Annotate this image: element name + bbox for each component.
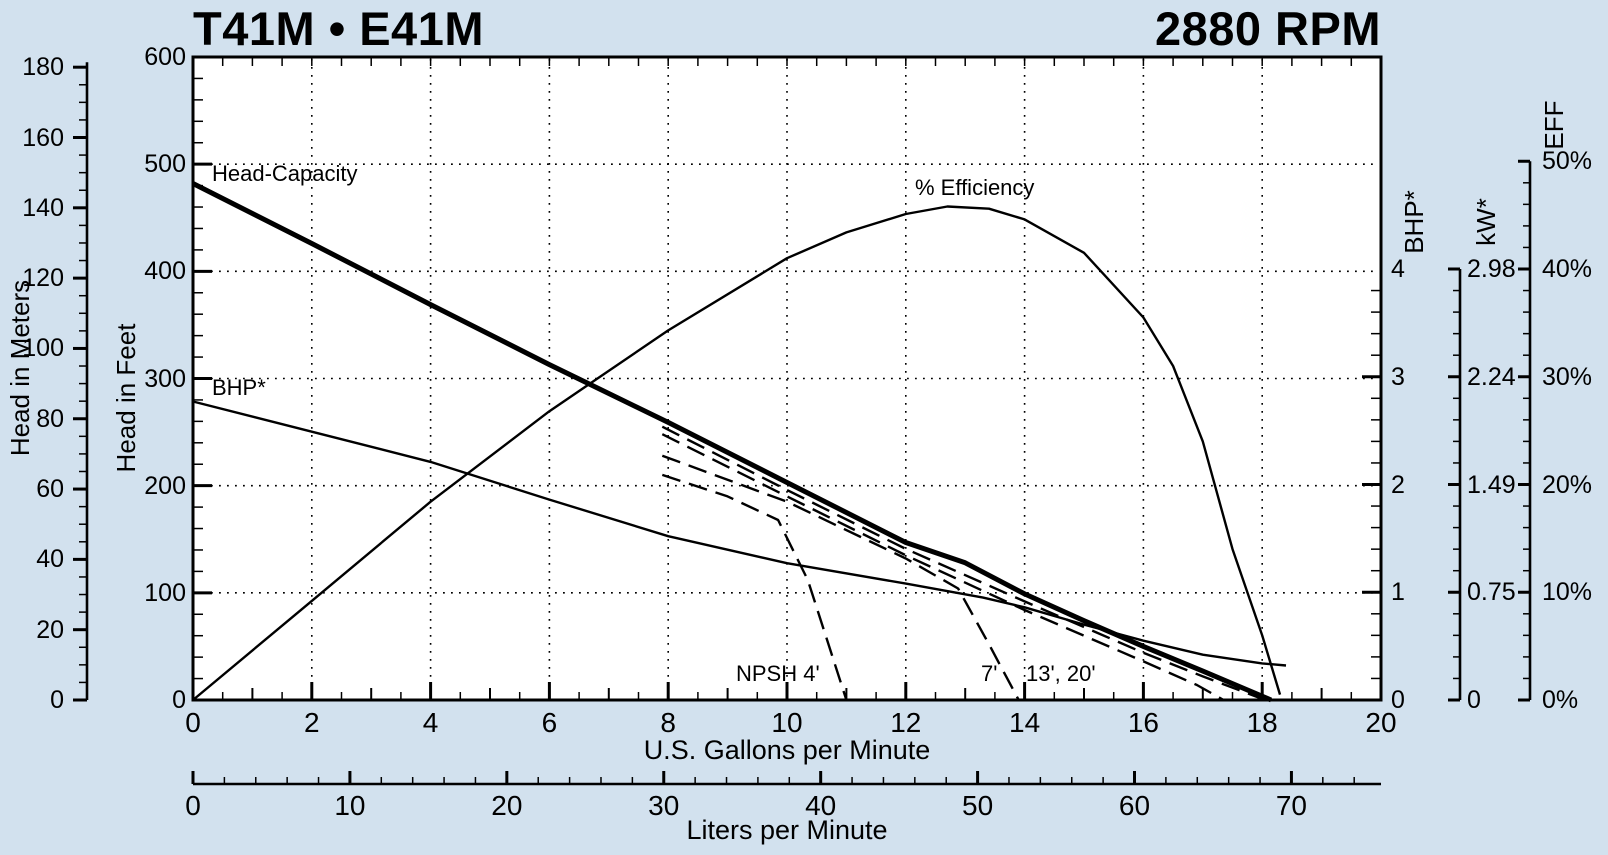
feet-tick-label: 0 [172, 686, 186, 714]
lpm-tick-label: 10 [334, 790, 366, 821]
axis-title-lpm: Liters per Minute [686, 815, 888, 845]
bhp-tick-label: 2 [1391, 470, 1405, 499]
kw-tick-label: 1.49 [1467, 470, 1516, 499]
gpm-tick-label: 18 [1246, 707, 1278, 738]
meters-tick-label: 20 [36, 615, 64, 644]
meters-tick-label: 180 [22, 53, 64, 82]
curve-label-efficiency: % Efficiency [915, 175, 1035, 200]
feet-tick-label: 300 [144, 364, 186, 393]
series-head-capacity [191, 181, 1273, 703]
feet-tick-label: 400 [144, 257, 186, 286]
bhp-tick-label: 0 [1391, 686, 1405, 714]
gpm-tick-label: 0 [185, 707, 201, 738]
gpm-tick-label: 20 [1365, 707, 1397, 738]
curve-label-npsh-13-20: 13', 20' [1026, 661, 1096, 686]
bhp-tick-label: 1 [1391, 578, 1405, 607]
eff-tick-label: 50% [1542, 147, 1593, 176]
series--efficiency [192, 205, 1282, 701]
lpm-tick-label: 0 [185, 790, 201, 821]
lpm-tick-label: 60 [1118, 790, 1151, 821]
feet-tick-label: 500 [144, 150, 186, 179]
gpm-tick-label: 14 [1009, 707, 1041, 738]
series-npsh-13- [661, 433, 1225, 702]
gpm-tick-label: 16 [1127, 707, 1159, 738]
kw-tick-label: 2.24 [1467, 362, 1516, 391]
axis-title-bhp: BHP* [1399, 190, 1429, 254]
axis-title-gpm: U.S. Gallons per Minute [643, 735, 931, 765]
meters-tick-label: 160 [22, 123, 64, 152]
kw-tick-label: 2.98 [1467, 255, 1516, 283]
kw-tick-label: 0 [1467, 686, 1481, 714]
curve-label-bhp: BHP* [212, 375, 266, 400]
feet-tick-label: 100 [144, 578, 186, 607]
gpm-tick-label: 6 [541, 707, 558, 738]
gpm-tick-label: 4 [422, 707, 439, 738]
meters-tick-label: 60 [36, 475, 64, 504]
eff-tick-label: 30% [1542, 362, 1593, 391]
gpm-tick-label: 12 [890, 707, 922, 738]
meters-tick-label: 40 [36, 545, 64, 574]
meters-tick-label: 0 [50, 686, 64, 714]
chart-title-rpm: 2880 RPM [1154, 2, 1381, 55]
series-npsh-4- [661, 473, 848, 701]
curve-label-head-capacity: Head-Capacity [212, 161, 358, 186]
series-npsh-20- [661, 425, 1266, 702]
gpm-tick-label: 2 [304, 707, 320, 738]
lpm-tick-label: 20 [491, 790, 523, 821]
lpm-tick-label: 40 [805, 790, 837, 821]
axis-title-kw: kW* [1471, 198, 1501, 246]
lpm-tick-label: 50 [962, 790, 994, 821]
eff-tick-label: 0% [1542, 686, 1579, 714]
series-bhp- [192, 400, 1287, 667]
meters-tick-label: 120 [22, 264, 64, 293]
curve-label-npsh-7: 7' [981, 661, 998, 686]
gpm-tick-label: 10 [771, 707, 803, 738]
meters-tick-label: 140 [22, 193, 64, 222]
eff-tick-label: 40% [1542, 255, 1593, 283]
series-npsh-7- [661, 454, 1020, 701]
feet-tick-label: 600 [144, 43, 186, 71]
bhp-tick-label: 3 [1391, 362, 1405, 391]
lpm-tick-label: 30 [648, 790, 680, 821]
kw-tick-label: 0.75 [1467, 578, 1516, 607]
curve-label-npsh-4: NPSH 4' [736, 661, 820, 686]
axis-title-head-feet: Head in Feet [111, 323, 141, 473]
eff-tick-label: 10% [1542, 578, 1593, 607]
meters-tick-label: 100 [22, 334, 64, 363]
gpm-tick-label: 8 [660, 707, 676, 738]
eff-tick-label: 20% [1542, 470, 1593, 499]
chart-title-model: T41M • E41M [193, 2, 484, 55]
meters-tick-label: 80 [36, 404, 64, 433]
feet-tick-label: 200 [144, 471, 186, 500]
axis-title-head-meters: Head in Meters [5, 279, 35, 457]
lpm-tick-label: 70 [1275, 790, 1307, 821]
bhp-tick-label: 4 [1391, 255, 1405, 283]
